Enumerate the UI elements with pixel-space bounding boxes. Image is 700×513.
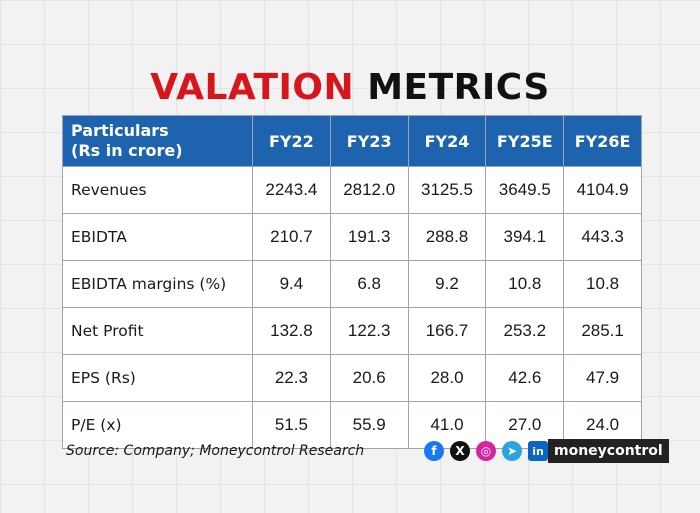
- table-cell: 9.4: [252, 260, 331, 308]
- table-cell: 122.3: [329, 307, 409, 355]
- table-cell: 166.7: [407, 307, 487, 355]
- table-cell: 42.6: [485, 354, 565, 402]
- linkedin-icon[interactable]: in: [528, 441, 548, 461]
- header-year: FY23: [329, 115, 409, 167]
- header-year: FY24: [407, 115, 487, 167]
- title-red-part: VALATION: [150, 67, 355, 108]
- table-cell: 10.8: [563, 260, 642, 308]
- x-icon[interactable]: X: [450, 441, 470, 461]
- table-cell: 2812.0: [329, 166, 409, 214]
- table-cell: 285.1: [563, 307, 642, 355]
- table-cell: 394.1: [485, 213, 565, 261]
- header-year: FY26E: [563, 115, 642, 167]
- page-title: VALATION METRICS: [0, 66, 700, 110]
- table-row: EBIDTA margins (%) 9.4 6.8 9.2 10.8 10.8: [62, 260, 642, 308]
- row-label: EBIDTA margins (%): [62, 260, 253, 308]
- header-particulars-line2: (Rs in crore): [71, 141, 183, 160]
- metrics-table-container: Particulars (Rs in crore) FY22 FY23 FY24…: [62, 115, 642, 449]
- header-year: FY25E: [485, 115, 565, 167]
- table-cell: 55.9: [329, 401, 409, 449]
- table-cell: 10.8: [485, 260, 565, 308]
- valuation-metrics-table: Particulars (Rs in crore) FY22 FY23 FY24…: [62, 115, 642, 449]
- social-icons: f X ◎ ➤ in: [424, 441, 548, 461]
- table-cell: 22.3: [252, 354, 331, 402]
- table-cell: 4104.9: [563, 166, 642, 214]
- table-cell: 51.5: [252, 401, 331, 449]
- source-note: Source: Company; Moneycontrol Research: [66, 443, 365, 459]
- brand-text: moneycontrol: [554, 443, 663, 459]
- facebook-icon[interactable]: f: [424, 441, 444, 461]
- header-particulars-line1: Particulars: [71, 121, 169, 140]
- title-black-part: METRICS: [367, 67, 550, 108]
- header-year: FY22: [252, 115, 331, 167]
- table-row: Net Profit 132.8 122.3 166.7 253.2 285.1: [62, 307, 642, 355]
- row-label: EBIDTA: [62, 213, 253, 261]
- brand-logo: moneycontrol: [548, 439, 669, 463]
- row-label: Revenues: [62, 166, 253, 214]
- row-label: Net Profit: [62, 307, 253, 355]
- table-cell: 20.6: [329, 354, 409, 402]
- table-cell: 288.8: [407, 213, 487, 261]
- header-particulars: Particulars (Rs in crore): [62, 115, 253, 167]
- table-cell: 253.2: [485, 307, 565, 355]
- telegram-icon[interactable]: ➤: [502, 441, 522, 461]
- row-label: P/E (x): [62, 401, 253, 449]
- table-header-row: Particulars (Rs in crore) FY22 FY23 FY24…: [62, 115, 642, 167]
- table-cell: 6.8: [329, 260, 409, 308]
- table-cell: 28.0: [407, 354, 487, 402]
- table-row: EPS (Rs) 22.3 20.6 28.0 42.6 47.9: [62, 354, 642, 402]
- table-cell: 132.8: [252, 307, 331, 355]
- table-cell: 2243.4: [252, 166, 331, 214]
- table-cell: 191.3: [329, 213, 409, 261]
- table-cell: 443.3: [563, 213, 642, 261]
- instagram-icon[interactable]: ◎: [476, 441, 496, 461]
- row-label: EPS (Rs): [62, 354, 253, 402]
- table-cell: 3125.5: [407, 166, 487, 214]
- table-cell: 210.7: [252, 213, 331, 261]
- table-cell: 3649.5: [485, 166, 565, 214]
- table-cell: 47.9: [563, 354, 642, 402]
- table-row: Revenues 2243.4 2812.0 3125.5 3649.5 410…: [62, 166, 642, 214]
- table-row: EBIDTA 210.7 191.3 288.8 394.1 443.3: [62, 213, 642, 261]
- table-cell: 9.2: [407, 260, 487, 308]
